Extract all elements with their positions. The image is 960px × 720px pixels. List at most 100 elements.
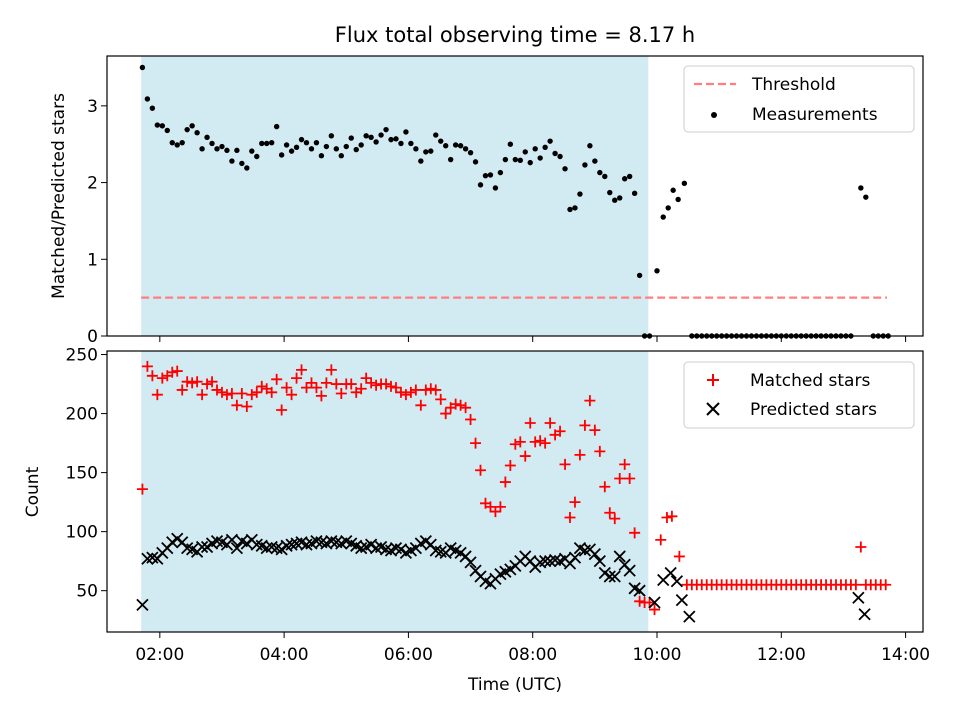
matched-star-point: [300, 382, 312, 394]
x-axis-label: Time (UTC): [467, 675, 562, 695]
bottom-plot-frame: [106, 350, 924, 633]
measurement-point: [502, 156, 509, 163]
matched-star-point: [176, 384, 188, 396]
matched-star-point: [484, 501, 496, 513]
predicted-star-point: [195, 540, 209, 554]
predicted-star-point: [858, 608, 871, 621]
matched-star-point: [390, 382, 402, 394]
measurement-point: [413, 146, 419, 152]
predicted-star-point: [623, 564, 636, 577]
matched-star-point: [460, 402, 472, 414]
matched-star-point: [395, 386, 407, 398]
top-panel: 0 1 2 3 Matched/Predicted stars Threshold M…: [49, 55, 924, 347]
measurement-point: [313, 139, 320, 146]
matched-star-point: [666, 510, 678, 522]
bottom-legend-box: [683, 361, 915, 429]
matched-star-point: [644, 596, 656, 608]
y-tick-label: 250: [66, 346, 98, 366]
x-tick-label: 10:00: [633, 645, 682, 665]
matched-star-point: [559, 458, 571, 470]
measurement-point: [298, 136, 305, 143]
matched-star-point: [569, 496, 581, 508]
matched-star-point: [435, 393, 447, 405]
matched-star-point: [529, 436, 541, 448]
measurement-point: [621, 176, 628, 182]
matched-star-point: [499, 476, 511, 488]
y-tick-label: 100: [66, 523, 98, 543]
matched-star-point: [231, 399, 243, 411]
matched-star-point: [855, 541, 867, 553]
measurement-point: [408, 140, 414, 147]
matched-star-point: [614, 473, 626, 485]
matched-star-point: [455, 399, 467, 411]
x-tick-label: 12:00: [757, 645, 806, 665]
measurement-point: [318, 153, 325, 159]
matched-star-point: [201, 378, 213, 390]
measurement-point: [288, 148, 295, 154]
measurement-point: [418, 158, 424, 164]
measurement-point: [592, 158, 598, 164]
matched-star-point: [554, 425, 566, 437]
matched-star-point: [604, 507, 616, 519]
matched-star-point: [181, 376, 193, 388]
predicted-star-point: [136, 598, 149, 611]
matched-star-point: [673, 550, 685, 562]
predicted-star-point: [603, 570, 616, 583]
measurement-point: [527, 159, 533, 166]
measurement-point: [214, 146, 220, 152]
matched-star-point: [599, 481, 611, 493]
matched-star-point: [236, 388, 248, 400]
matched-star-point: [574, 449, 586, 461]
matched-star-point: [146, 370, 158, 382]
matched-star-point: [649, 604, 661, 616]
measurement-point: [254, 153, 260, 160]
matched-star-point: [514, 436, 526, 448]
measurement-point: [557, 153, 563, 160]
matched-star-point: [136, 483, 148, 495]
measurement-point: [373, 139, 379, 145]
measurement-point: [858, 185, 864, 191]
matched-stars-legend-swatch: [707, 374, 719, 386]
matched-star-point: [251, 386, 263, 398]
measurement-point: [517, 157, 523, 164]
measurement-point: [264, 140, 270, 147]
measurement-point: [209, 140, 215, 147]
predicted-star-point: [648, 596, 661, 609]
matched-star-point: [850, 579, 862, 591]
x-tick-label: 04:00: [260, 645, 309, 665]
matched-star-point: [629, 527, 641, 539]
matched-star-point: [544, 417, 556, 429]
threshold-legend-label: Threshold: [751, 75, 836, 95]
measurement-point: [612, 197, 618, 203]
y-tick-label: 0: [87, 327, 98, 347]
measurement-point: [562, 166, 568, 172]
matched-star-point: [450, 398, 462, 410]
measurement-point: [482, 172, 489, 179]
matched-star-point: [141, 360, 153, 372]
predicted-stars-series: [136, 532, 871, 623]
measurement-point: [348, 135, 354, 141]
measurement-point: [497, 169, 504, 176]
matched-stars-legend-label: Matched stars: [750, 371, 870, 391]
measurement-point: [626, 173, 633, 180]
measurement-point: [602, 173, 608, 180]
measurement-point: [273, 123, 280, 130]
measurement-point: [567, 206, 573, 213]
matched-star-point: [880, 579, 892, 591]
predicted-star-point: [225, 533, 239, 547]
measurement-point: [154, 122, 161, 128]
bottom-y-axis-label: Count: [23, 466, 43, 517]
measurement-point: [249, 148, 255, 154]
measurement-point: [403, 129, 409, 135]
matched-star-point: [539, 437, 551, 449]
chart-title: Flux total observing time = 8.17 h: [335, 23, 695, 47]
x-tick-label: 02:00: [135, 645, 184, 665]
matched-star-point: [330, 378, 342, 390]
predicted-stars-legend-label: Predicted stars: [750, 400, 877, 420]
measurement-point: [353, 146, 359, 153]
predicted-star-point: [593, 555, 606, 568]
measurement-point: [204, 134, 210, 141]
matched-star-point: [584, 395, 596, 407]
measurement-point: [582, 162, 588, 168]
